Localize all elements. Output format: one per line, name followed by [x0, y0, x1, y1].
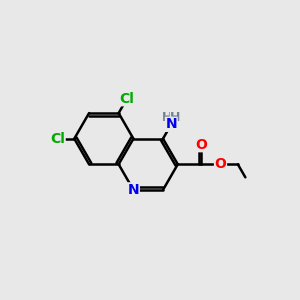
Text: O: O: [214, 157, 226, 171]
Text: Cl: Cl: [50, 132, 65, 146]
Text: O: O: [195, 138, 207, 152]
Text: Cl: Cl: [119, 92, 134, 106]
Text: N: N: [128, 183, 139, 197]
Text: N: N: [166, 117, 177, 131]
Text: H: H: [170, 111, 181, 124]
Text: H: H: [162, 111, 172, 124]
